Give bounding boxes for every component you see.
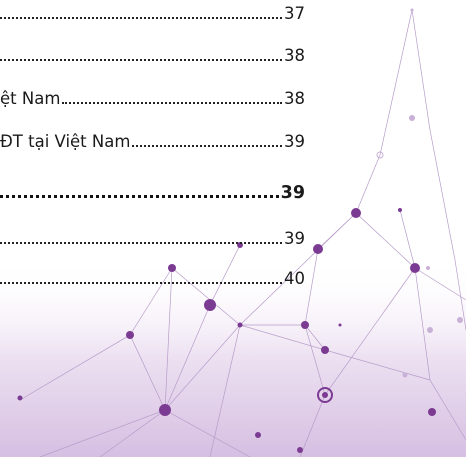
dot-leader bbox=[0, 194, 279, 198]
page-number: 40 bbox=[284, 269, 305, 288]
page-number: 37 bbox=[284, 4, 305, 23]
page-number: 38 bbox=[284, 46, 305, 65]
toc-entry[interactable]: 39 bbox=[0, 229, 305, 248]
toc-entry[interactable]: 38 bbox=[0, 46, 305, 65]
toc-entry[interactable]: ĐT tại Việt Nam 39 bbox=[0, 132, 305, 151]
dot-leader bbox=[132, 144, 282, 147]
page: {"toc": [ {"page": "37"}, {"page": "38"}… bbox=[0, 0, 466, 457]
toc-entry[interactable]: 40 bbox=[0, 269, 305, 288]
page-number: 39 bbox=[281, 183, 305, 203]
page-number: 39 bbox=[284, 229, 305, 248]
toc-entry[interactable]: ệt Nam 38 bbox=[0, 89, 305, 108]
dot-leader bbox=[0, 281, 282, 284]
dot-leader bbox=[0, 241, 282, 244]
entry-title: ệt Nam bbox=[0, 89, 62, 108]
dot-leader bbox=[62, 101, 282, 104]
toc-entry[interactable]: 37 bbox=[0, 4, 305, 23]
page-number: 38 bbox=[284, 89, 305, 108]
page-number: 39 bbox=[284, 132, 305, 151]
entry-title: ĐT tại Việt Nam bbox=[0, 132, 132, 151]
dot-leader bbox=[0, 16, 282, 19]
toc-entry[interactable]: 39 bbox=[0, 183, 305, 203]
table-of-contents: 37 38 ệt Nam 38 ĐT tại Việt Nam 39 39 39 40 bbox=[0, 0, 305, 457]
dot-leader bbox=[0, 58, 282, 61]
